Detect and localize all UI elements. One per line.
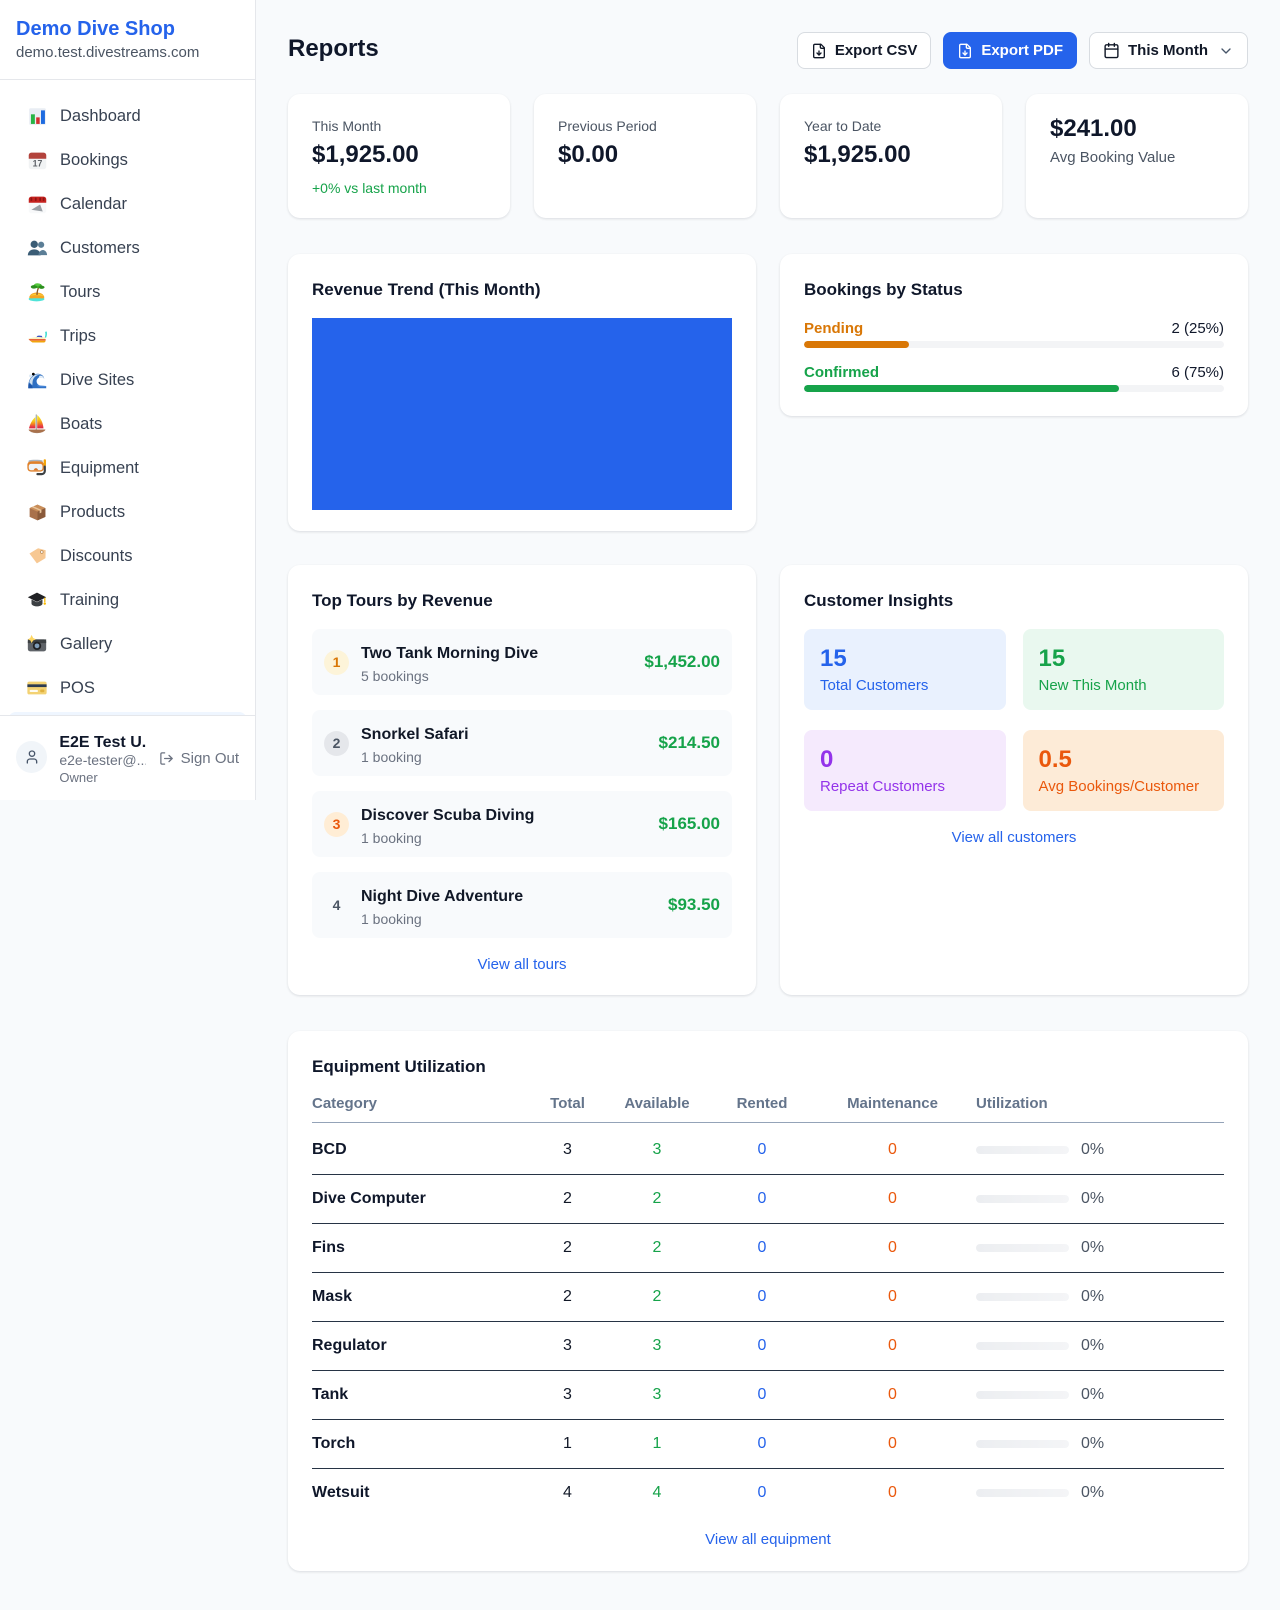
svg-text:17: 17 xyxy=(32,158,42,168)
